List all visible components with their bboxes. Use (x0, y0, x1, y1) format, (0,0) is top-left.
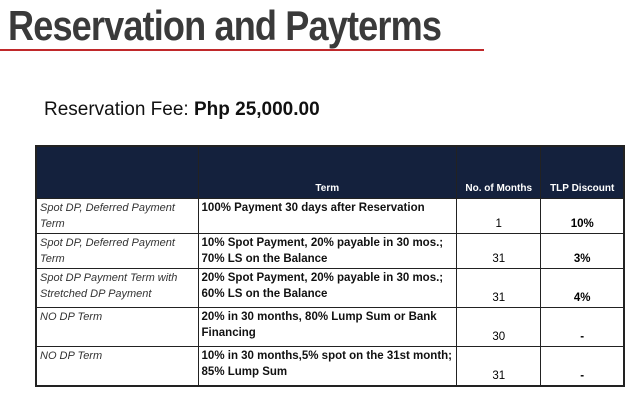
page-title: Reservation and Payterms (8, 2, 442, 49)
header-discount: TLP Discount (540, 145, 625, 199)
months-cell: 31 (455, 346, 542, 387)
type-cell: Spot DP, Deferred Payment Term (35, 233, 199, 269)
discount-cell: 3% (540, 233, 625, 269)
discount-cell: - (540, 346, 625, 387)
table-row: Spot DP Payment Term with Stretched DP P… (35, 268, 625, 308)
term-cell: 20% in 30 months, 80% Lump Sum or Bank F… (197, 307, 458, 347)
title-underline (0, 49, 484, 51)
reservation-fee-label: Reservation Fee: (44, 99, 189, 120)
discount-cell: 4% (540, 268, 625, 308)
header-type (35, 145, 199, 199)
reservation-fee-value: Php 25,000.00 (193, 99, 320, 120)
type-cell: Spot DP Payment Term with Stretched DP P… (35, 268, 199, 308)
table-header-row: Term No. of Months TLP Discount (35, 145, 625, 199)
term-cell: 10% Spot Payment, 20% payable in 30 mos.… (197, 233, 458, 269)
header-months: No. of Months (455, 145, 542, 199)
discount-cell: - (540, 307, 625, 347)
months-cell: 31 (455, 268, 542, 308)
table-row: NO DP Term 10% in 30 months,5% spot on th… (35, 346, 625, 387)
months-cell: 31 (455, 233, 542, 269)
table-row: NO DP Term 20% in 30 months, 80% Lump Sum… (35, 307, 625, 347)
months-cell: 1 (455, 198, 542, 234)
term-cell: 10% in 30 months,5% spot on the 31st mon… (197, 346, 458, 387)
term-cell: 100% Payment 30 days after Reservation (197, 198, 458, 234)
payterms-table: Term No. of Months TLP Discount Spot DP,… (35, 145, 625, 387)
header-term: Term (197, 145, 458, 199)
type-cell: NO DP Term (35, 346, 199, 387)
table-row: Spot DP, Deferred Payment Term 100% Payme… (35, 198, 625, 234)
reservation-fee: Reservation Fee: Php 25,000.00 (44, 99, 320, 121)
type-cell: NO DP Term (35, 307, 199, 347)
discount-cell: 10% (540, 198, 625, 234)
term-cell: 20% Spot Payment, 20% payable in 30 mos.… (197, 268, 458, 308)
months-cell: 30 (455, 307, 542, 347)
table-row: Spot DP, Deferred Payment Term 10% Spot P… (35, 233, 625, 269)
type-cell: Spot DP, Deferred Payment Term (35, 198, 199, 234)
